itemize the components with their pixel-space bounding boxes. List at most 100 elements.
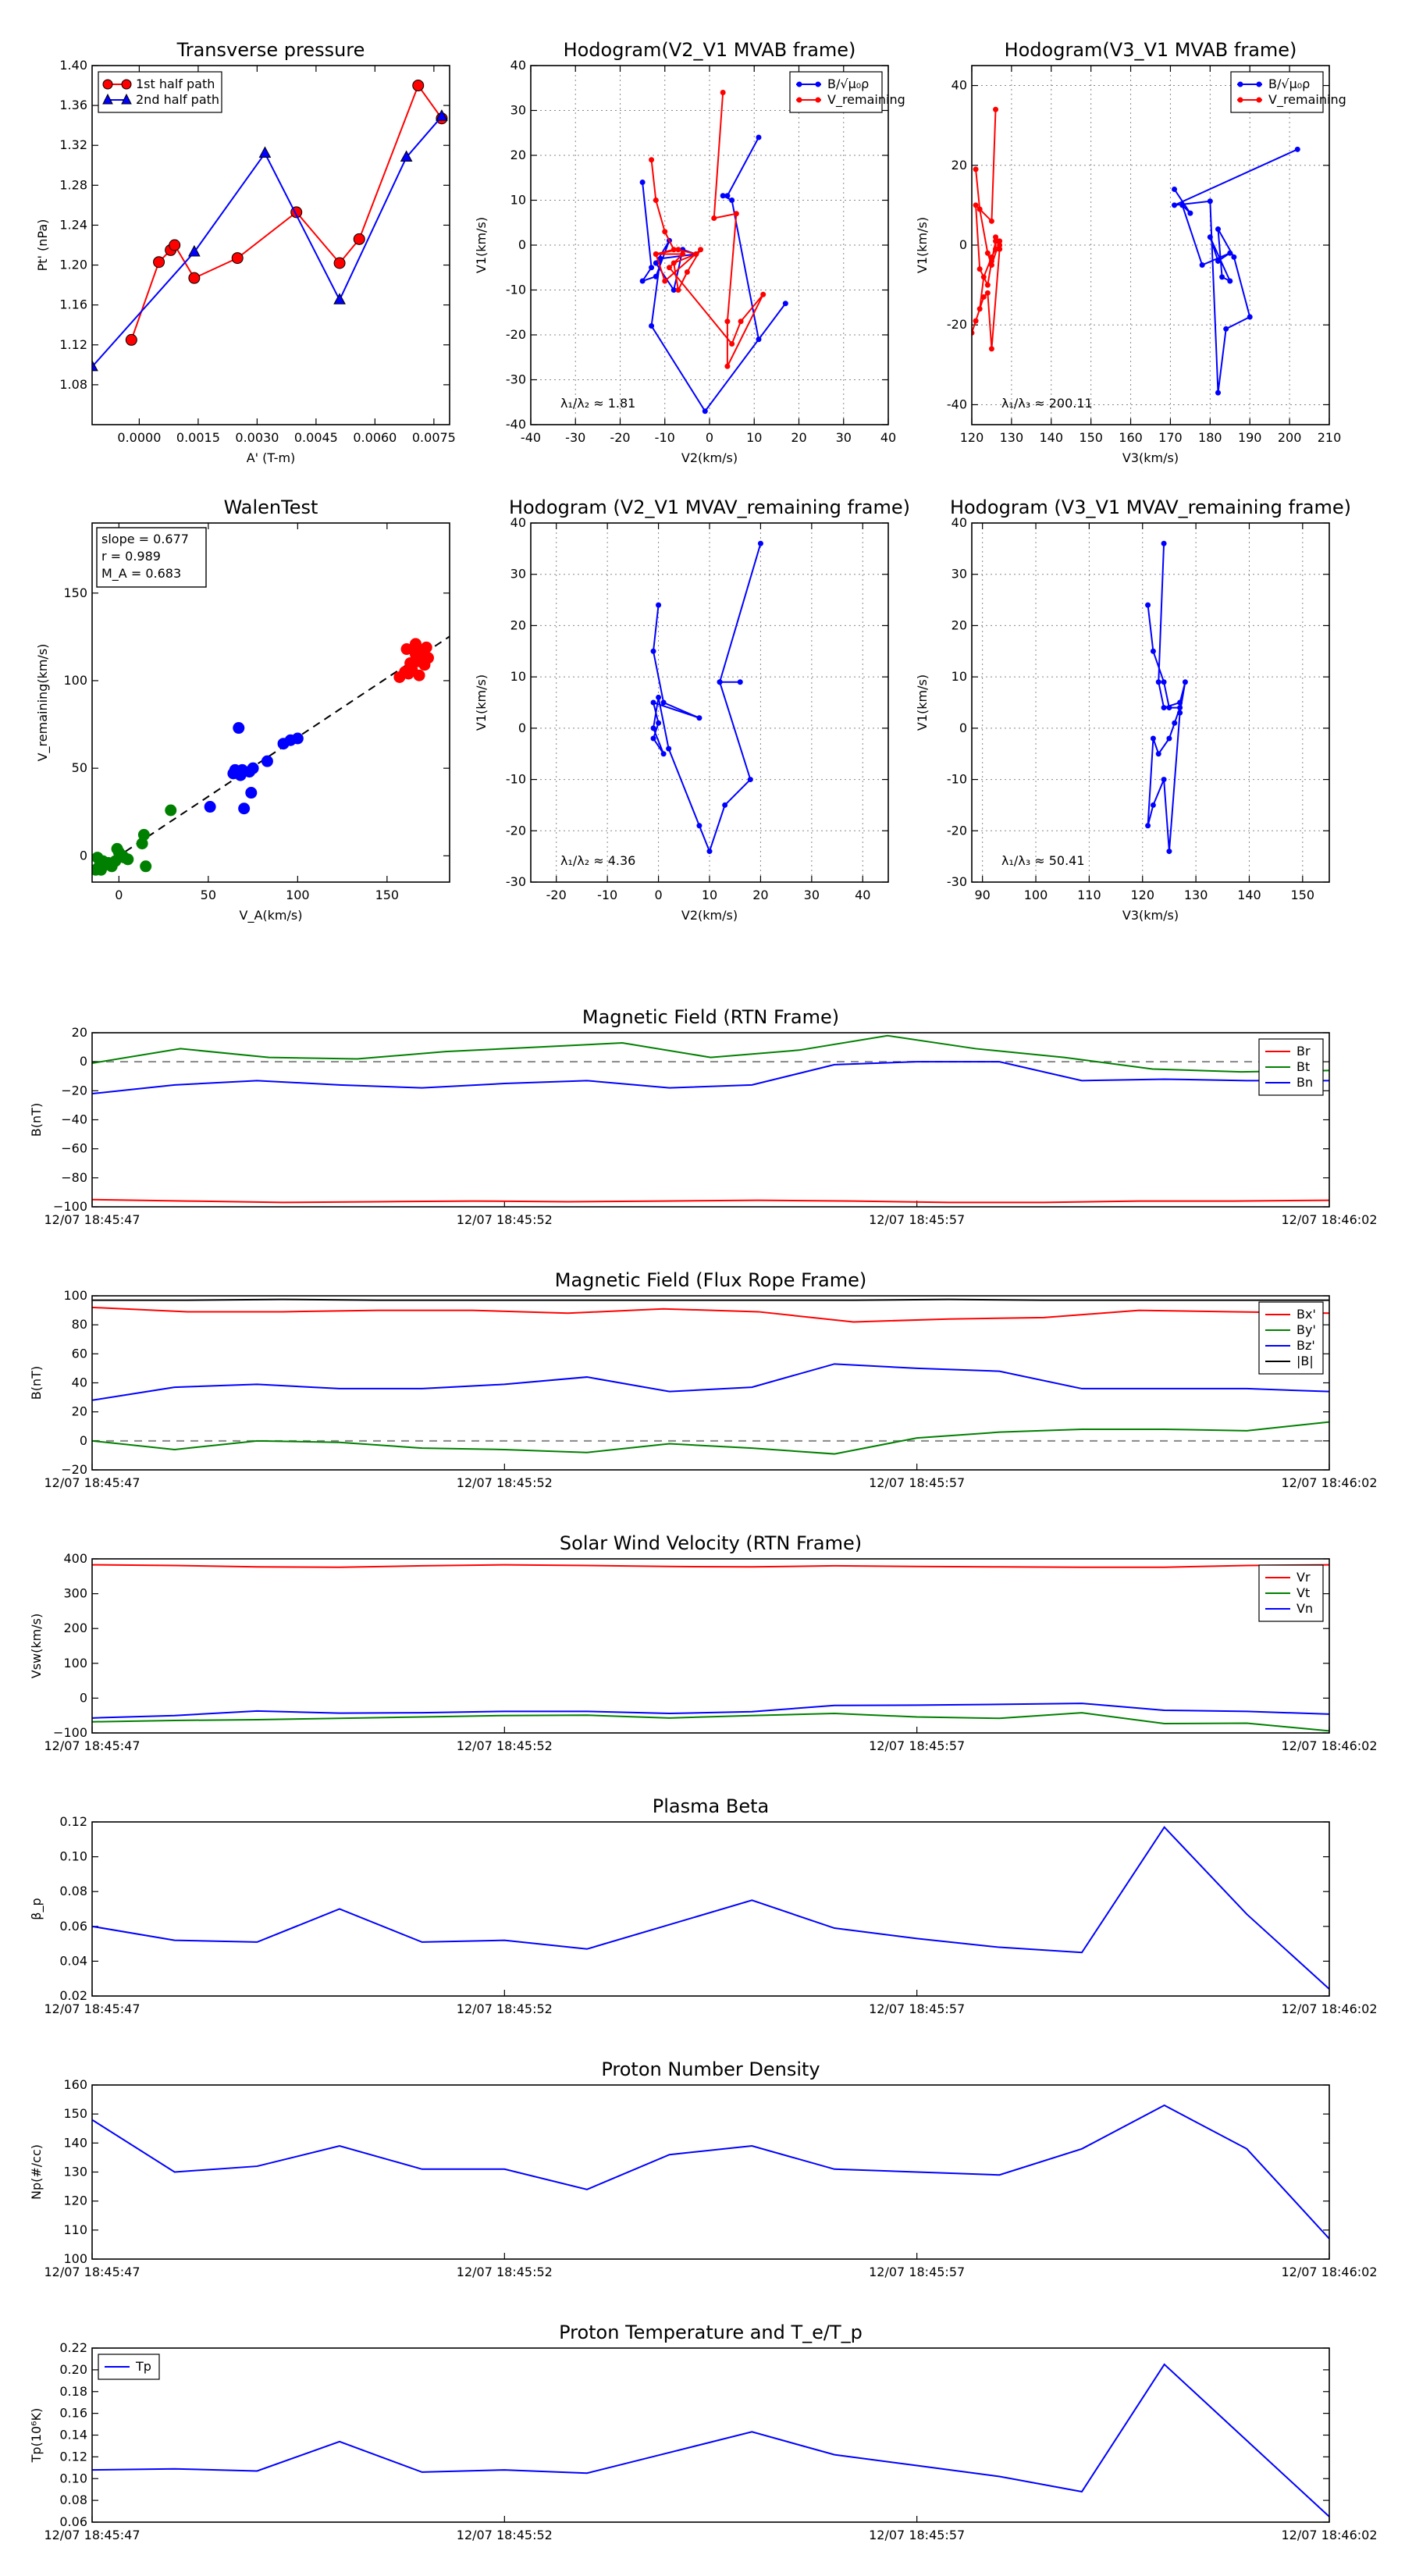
- chart-title: Proton Number Density: [601, 2058, 820, 2080]
- y-tick-label: 0.16: [59, 2406, 87, 2421]
- x-tick-label: 190: [1238, 430, 1262, 445]
- data-point: [650, 725, 656, 731]
- x-tick-label: 12/07 18:45:47: [44, 1738, 140, 1753]
- x-tick-label: 180: [1198, 430, 1222, 445]
- y-axis-label: V1(km/s): [474, 217, 489, 273]
- y-tick-label: 0: [80, 1690, 87, 1705]
- series-by-: [92, 1421, 1329, 1455]
- data-point: [1182, 679, 1188, 685]
- data-point: [1172, 202, 1178, 208]
- y-tick-label: 110: [63, 2222, 87, 2237]
- x-tick-label: 100: [286, 888, 310, 902]
- data-point: [1145, 823, 1151, 829]
- data-point: [680, 251, 686, 257]
- data-point: [137, 828, 150, 841]
- data-point: [988, 254, 994, 260]
- legend-box: [98, 71, 222, 113]
- data-point: [1155, 751, 1161, 757]
- data-point: [1294, 146, 1300, 152]
- y-tick-label: 20: [72, 1404, 87, 1419]
- series-line: [652, 543, 762, 854]
- x-tick-label: 20: [791, 430, 806, 445]
- x-tick-label: 12/07 18:45:57: [869, 1738, 965, 1753]
- series-line: [92, 2104, 1329, 2240]
- data-point: [993, 106, 999, 112]
- x-axis-label: V3(km/s): [1122, 908, 1179, 923]
- data-point: [353, 233, 365, 245]
- data-point: [988, 218, 994, 224]
- data-point: [729, 341, 735, 347]
- plot-frame: [91, 1821, 1330, 1997]
- data-point: [722, 802, 728, 808]
- legend-box: [1230, 71, 1324, 113]
- data-point: [1215, 226, 1222, 233]
- y-axis-label: V1(km/s): [915, 674, 930, 731]
- series-bt: [92, 1034, 1329, 1073]
- x-tick-label: 12/07 18:46:02: [1281, 2528, 1377, 2542]
- data-point: [1187, 210, 1193, 216]
- legend-marker: [796, 81, 802, 87]
- data-point: [738, 318, 744, 325]
- x-tick-label: -10: [655, 430, 675, 445]
- data-point: [717, 679, 723, 685]
- y-tick-label: 20: [72, 1025, 87, 1040]
- data-point: [245, 787, 258, 799]
- data-point: [724, 193, 731, 199]
- x-tick-label: 0: [654, 888, 662, 902]
- x-tick-label: 12/07 18:46:02: [1281, 1475, 1377, 1490]
- data-point: [653, 251, 659, 257]
- data-point: [650, 699, 656, 706]
- legend-label: Tp: [135, 2359, 151, 2374]
- series-line: [640, 137, 787, 413]
- x-tick-label: 0.0060: [353, 430, 397, 445]
- y-tick-label: 0.04: [59, 1953, 87, 1968]
- data-point: [650, 735, 656, 742]
- chart-h4: Hodogram (V3_V1 MVAV_remaining frame) -30…: [915, 496, 1351, 923]
- data-point: [760, 291, 767, 297]
- y-tick-label: −100: [53, 1725, 87, 1740]
- data-point: [973, 202, 979, 208]
- y-axis-label: Vsw(km/s): [29, 1614, 44, 1678]
- y-tick-label: 1.28: [59, 177, 87, 192]
- series-2: [393, 638, 435, 683]
- x-tick-label: 0.0075: [412, 430, 456, 445]
- data-point: [1215, 390, 1222, 396]
- x-tick-label: -40: [521, 430, 541, 445]
- y-tick-label: -10: [506, 283, 526, 297]
- data-point: [1161, 540, 1167, 546]
- y-tick-label: 0: [959, 237, 967, 252]
- y-tick-label: −20: [61, 1083, 87, 1098]
- x-tick-label: 12/07 18:45:52: [457, 1212, 553, 1227]
- plot-frame: [91, 2084, 1330, 2260]
- y-tick-label: 0.22: [59, 2340, 87, 2355]
- x-tick-label: 12/07 18:45:52: [457, 2265, 553, 2279]
- series-line: [650, 92, 764, 367]
- data-point: [747, 777, 753, 783]
- y-tick-label: 200: [63, 1621, 87, 1635]
- legend-box: [789, 71, 883, 113]
- data-point: [291, 732, 304, 745]
- data-point: [400, 150, 413, 162]
- data-point: [656, 720, 662, 726]
- x-tick-label: 12/07 18:46:02: [1281, 2001, 1377, 2016]
- data-point: [976, 306, 983, 312]
- y-tick-label: 1.12: [59, 337, 87, 352]
- data-point: [1207, 198, 1213, 205]
- x-tick-label: -20: [610, 430, 630, 445]
- y-tick-label: 30: [510, 103, 526, 118]
- legend-label: 2nd half path: [136, 92, 219, 107]
- x-tick-label: 140: [1040, 430, 1064, 445]
- chart-title: Plasma Beta: [653, 1795, 769, 1817]
- data-point: [980, 294, 987, 300]
- y-tick-label: 150: [63, 585, 87, 600]
- data-point: [657, 255, 663, 262]
- data-point: [412, 80, 425, 92]
- data-point: [973, 166, 979, 173]
- data-point: [993, 234, 999, 240]
- data-point: [639, 278, 646, 284]
- data-point: [333, 293, 346, 304]
- x-tick-label: 40: [880, 430, 896, 445]
- x-tick-label: 12/07 18:45:47: [44, 2528, 140, 2542]
- y-tick-label: -30: [506, 372, 526, 387]
